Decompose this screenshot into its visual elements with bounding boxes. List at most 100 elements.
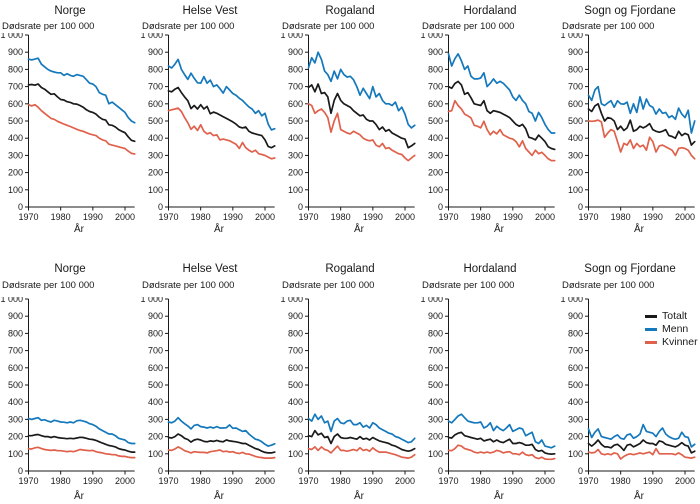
line-plot: 0 100 200 300 400 500 600 700 800 900 1 000 1970 198… [560, 33, 696, 222]
svg-text:200: 200 [148, 432, 163, 442]
svg-text:1980: 1980 [611, 212, 631, 222]
chart-norge-row1: Norge Dødsrate per 100 000 0 100 200 300 400… [0, 0, 140, 252]
x-axis-title: År [354, 224, 364, 235]
legend-label: Kvinner [662, 336, 698, 348]
svg-text:1990: 1990 [83, 476, 103, 486]
svg-text:0: 0 [578, 202, 583, 212]
y-axis-title: Dødsrate per 100 000 [562, 21, 655, 32]
svg-text:200: 200 [148, 168, 163, 178]
svg-text:0: 0 [578, 466, 583, 476]
svg-text:100: 100 [568, 185, 583, 195]
svg-text:900: 900 [428, 47, 443, 57]
svg-text:1 000: 1 000 [140, 297, 163, 304]
svg-text:1970: 1970 [158, 476, 178, 486]
svg-text:500: 500 [568, 380, 583, 390]
y-axis-title: Dødsrate per 100 000 [422, 280, 515, 291]
svg-text:900: 900 [428, 311, 443, 321]
svg-text:500: 500 [288, 116, 303, 126]
legend-item-menn: Menn [645, 323, 698, 336]
svg-text:1970: 1970 [578, 212, 598, 222]
svg-text:100: 100 [148, 185, 163, 195]
svg-text:900: 900 [148, 311, 163, 321]
svg-text:800: 800 [148, 328, 163, 338]
x-axis-title: År [354, 491, 364, 502]
svg-text:400: 400 [568, 397, 583, 407]
svg-text:1970: 1970 [158, 212, 178, 222]
svg-text:1990: 1990 [363, 212, 383, 222]
svg-text:300: 300 [8, 414, 23, 424]
svg-text:1970: 1970 [298, 476, 318, 486]
chart-helse-vest-row1: Helse Vest Dødsrate per 100 000 0 100 200 3… [140, 0, 280, 252]
x-axis-title: År [214, 224, 224, 235]
svg-text:1 000: 1 000 [280, 297, 303, 304]
svg-text:500: 500 [8, 380, 23, 390]
svg-text:900: 900 [568, 47, 583, 57]
svg-text:200: 200 [288, 432, 303, 442]
svg-text:2000: 2000 [535, 212, 555, 222]
svg-text:700: 700 [8, 82, 23, 92]
svg-text:0: 0 [18, 202, 23, 212]
svg-text:1970: 1970 [438, 476, 458, 486]
x-axis-title: År [74, 491, 84, 502]
svg-text:900: 900 [8, 47, 23, 57]
svg-text:1970: 1970 [578, 476, 598, 486]
legend-label: Menn [662, 323, 689, 335]
line-plot: 0 100 200 300 400 500 600 700 800 900 1 000 1970 198… [140, 33, 276, 222]
svg-text:0: 0 [158, 466, 163, 476]
svg-text:800: 800 [8, 328, 23, 338]
line-plot: 0 100 200 300 400 500 600 700 800 900 1 000 1970 198… [140, 297, 276, 486]
svg-text:1990: 1990 [503, 212, 523, 222]
svg-text:600: 600 [288, 363, 303, 373]
chart-title: Norge [54, 263, 86, 275]
x-axis-title: År [634, 224, 644, 235]
svg-text:800: 800 [428, 328, 443, 338]
svg-text:800: 800 [568, 328, 583, 338]
svg-text:200: 200 [568, 168, 583, 178]
y-axis-title: Dødsrate per 100 000 [142, 21, 235, 32]
svg-text:2000: 2000 [115, 476, 135, 486]
chart-title: Helse Vest [182, 5, 238, 17]
svg-text:400: 400 [148, 397, 163, 407]
svg-text:400: 400 [568, 133, 583, 143]
chart-helse-vest-row2: Helse Vest Dødsrate per 100 000 0 100 200 3… [140, 252, 280, 504]
svg-text:700: 700 [148, 346, 163, 356]
svg-text:900: 900 [148, 47, 163, 57]
svg-text:1980: 1980 [471, 476, 491, 486]
svg-text:2000: 2000 [255, 212, 275, 222]
svg-text:100: 100 [8, 185, 23, 195]
svg-text:1970: 1970 [18, 476, 38, 486]
svg-text:500: 500 [428, 116, 443, 126]
svg-text:1980: 1980 [191, 212, 211, 222]
y-axis-title: Dødsrate per 100 000 [562, 280, 655, 291]
svg-text:1980: 1980 [51, 212, 71, 222]
svg-text:200: 200 [428, 168, 443, 178]
svg-text:2000: 2000 [535, 476, 555, 486]
svg-text:500: 500 [8, 116, 23, 126]
svg-text:900: 900 [288, 47, 303, 57]
svg-text:700: 700 [8, 346, 23, 356]
svg-text:2000: 2000 [675, 212, 695, 222]
svg-text:200: 200 [8, 168, 23, 178]
legend-item-kvinner: Kvinner [645, 336, 698, 349]
svg-text:600: 600 [288, 99, 303, 109]
svg-text:300: 300 [288, 414, 303, 424]
svg-text:300: 300 [8, 150, 23, 160]
x-axis-title: År [74, 224, 84, 235]
svg-text:2000: 2000 [395, 476, 415, 486]
svg-text:400: 400 [288, 397, 303, 407]
svg-text:1980: 1980 [331, 476, 351, 486]
svg-text:2000: 2000 [115, 212, 135, 222]
svg-text:1990: 1990 [83, 212, 103, 222]
svg-text:800: 800 [148, 64, 163, 74]
svg-text:200: 200 [8, 432, 23, 442]
svg-text:300: 300 [148, 150, 163, 160]
svg-text:1980: 1980 [51, 476, 71, 486]
chart-title: Rogaland [325, 263, 375, 275]
svg-text:500: 500 [568, 116, 583, 126]
line-plot: 0 100 200 300 400 500 600 700 800 900 1 000 1970 198… [280, 33, 416, 222]
svg-text:100: 100 [8, 449, 23, 459]
svg-text:400: 400 [8, 133, 23, 143]
y-axis-title: Dødsrate per 100 000 [422, 21, 515, 32]
svg-text:500: 500 [428, 380, 443, 390]
